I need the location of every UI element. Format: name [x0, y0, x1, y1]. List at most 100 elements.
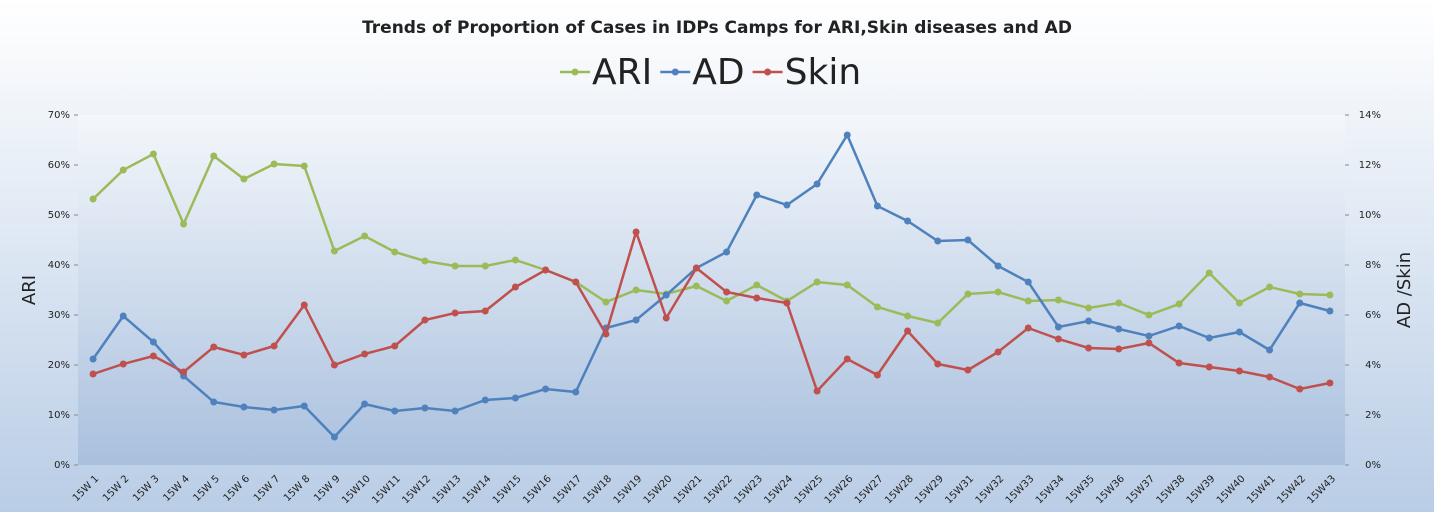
data-point [1326, 307, 1334, 315]
data-point [1296, 385, 1304, 393]
data-point [994, 262, 1002, 270]
data-point [1235, 299, 1243, 307]
data-point [361, 232, 369, 240]
y-tick-label: 60% [48, 160, 70, 171]
data-point [904, 327, 912, 335]
data-point [753, 191, 761, 199]
data-point [1296, 290, 1304, 298]
data-point [511, 283, 519, 291]
data-point [240, 403, 248, 411]
data-point [361, 400, 369, 408]
data-point [632, 316, 640, 324]
y-tick-label: 30% [48, 310, 70, 321]
data-point [1085, 317, 1093, 325]
data-point [994, 288, 1002, 296]
data-point [813, 180, 821, 188]
data-point [542, 266, 550, 274]
data-point [270, 160, 278, 168]
data-point [270, 406, 278, 414]
data-point [149, 150, 157, 158]
data-point [1266, 373, 1274, 381]
data-point [300, 162, 308, 170]
y2-tick-label: 0% [1365, 460, 1381, 471]
data-point [1296, 299, 1304, 307]
data-point [843, 131, 851, 139]
data-point [1175, 359, 1183, 367]
data-point [1115, 325, 1123, 333]
data-point [783, 201, 791, 209]
data-point [1205, 334, 1213, 342]
data-point [1235, 328, 1243, 336]
data-point [813, 278, 821, 286]
data-point [1085, 344, 1093, 352]
data-point [632, 286, 640, 294]
data-point [1024, 324, 1032, 332]
data-point [753, 294, 761, 302]
data-point [723, 297, 731, 305]
data-point [89, 195, 97, 203]
data-point [873, 303, 881, 311]
data-point [662, 314, 670, 322]
data-point [843, 355, 851, 363]
data-point [119, 312, 127, 320]
data-point [602, 330, 610, 338]
data-point [180, 368, 188, 376]
data-point [904, 312, 912, 320]
y-tick-label: 10% [48, 410, 70, 421]
data-point [1145, 311, 1153, 319]
data-point [451, 407, 459, 415]
data-point [481, 396, 489, 404]
y-tick-label: 40% [48, 260, 70, 271]
data-point [421, 316, 429, 324]
data-point [1024, 297, 1032, 305]
data-point [1085, 304, 1093, 312]
y2-axis-title: AD /Skin [1394, 252, 1415, 328]
data-point [873, 202, 881, 210]
data-point [1266, 283, 1274, 291]
data-point [1115, 299, 1123, 307]
legend-label: ARI [592, 52, 652, 93]
data-point [330, 247, 338, 255]
y2-tick-label: 14% [1359, 110, 1381, 121]
data-point [934, 237, 942, 245]
legend-marker [571, 68, 579, 76]
data-point [1115, 345, 1123, 353]
y2-tick-label: 12% [1359, 160, 1381, 171]
data-point [511, 394, 519, 402]
data-point [330, 433, 338, 441]
y-tick-label: 50% [48, 210, 70, 221]
series-line [92, 132, 1331, 439]
data-point [934, 319, 942, 327]
data-point [421, 257, 429, 265]
legend-marker [764, 68, 772, 76]
data-point [300, 301, 308, 309]
data-point [753, 281, 761, 289]
data-point [89, 370, 97, 378]
y-axis-title: ARI [19, 275, 40, 305]
data-point [180, 220, 188, 228]
chart-title: Trends of Proportion of Cases in IDPs Ca… [362, 18, 1072, 38]
data-point [934, 360, 942, 368]
data-point [904, 217, 912, 225]
data-point [1145, 339, 1153, 347]
data-point [994, 348, 1002, 356]
data-point [391, 248, 399, 256]
data-point [451, 309, 459, 317]
data-point [843, 281, 851, 289]
data-point [481, 307, 489, 315]
data-point [572, 278, 580, 286]
data-point [1054, 296, 1062, 304]
data-point [421, 404, 429, 412]
series-line [92, 152, 1330, 325]
y-tick-label: 70% [48, 110, 70, 121]
data-point [210, 152, 218, 160]
series-line [92, 227, 1331, 394]
data-point [149, 352, 157, 360]
data-point [964, 366, 972, 374]
data-point [361, 350, 369, 358]
legend-marker [671, 68, 679, 76]
y2-tick-label: 8% [1365, 260, 1381, 271]
plot-area [78, 115, 1345, 465]
data-point [723, 248, 731, 256]
